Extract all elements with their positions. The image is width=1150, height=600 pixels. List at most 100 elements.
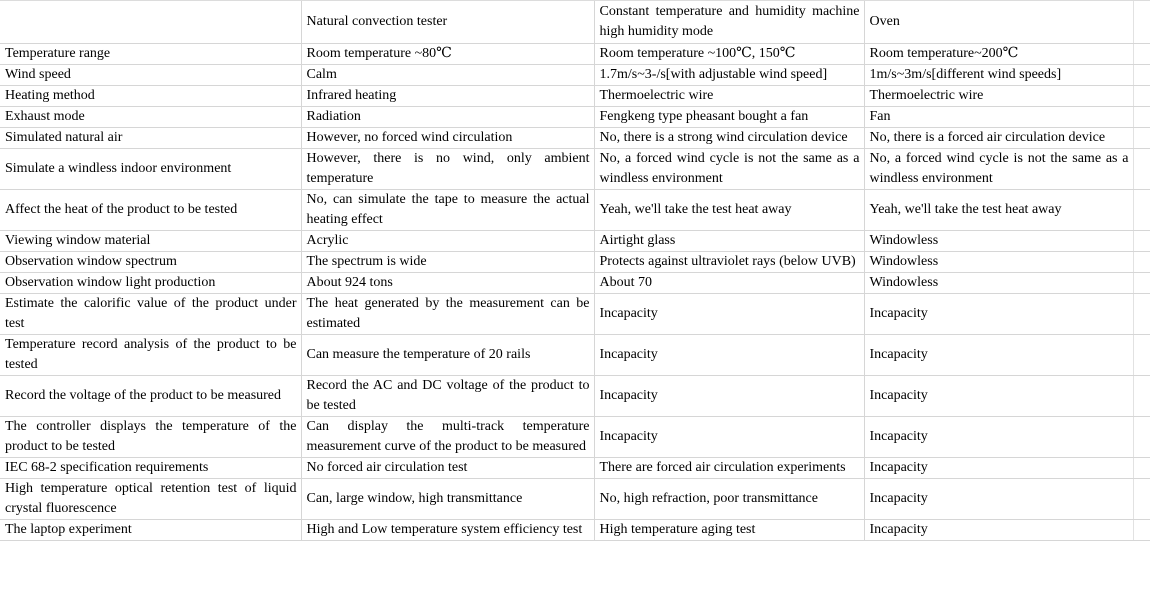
- value-cell: Fan: [863, 106, 1133, 128]
- value-cell: About 924 tons: [300, 272, 594, 294]
- table-row: Viewing window material Acrylic Airtight g…: [0, 230, 1150, 252]
- value-cell: Room temperature ~80℃: [300, 43, 594, 65]
- value-cell: Windowless: [863, 251, 1133, 273]
- value-cell: Incapacity: [863, 293, 1133, 335]
- table-row: Affect the heat of the product to be tes…: [0, 189, 1150, 231]
- value-cell: Incapacity: [863, 519, 1133, 541]
- value-cell: Incapacity: [863, 334, 1133, 376]
- row-label-cell: Observation window light production: [0, 272, 301, 294]
- value-cell: No, there is a forced air circulation de…: [863, 127, 1133, 149]
- row-label-cell: Estimate the calorific value of the prod…: [0, 293, 301, 335]
- value-cell: Incapacity: [593, 334, 864, 376]
- row-label-cell: Temperature record analysis of the produ…: [0, 334, 301, 376]
- grid-filler-cell: [1132, 189, 1150, 231]
- header-cell-natural-convection-tester: Natural convection tester: [300, 0, 594, 44]
- grid-filler-cell: [1132, 0, 1150, 44]
- value-cell: Calm: [300, 64, 594, 86]
- grid-filler-cell: [1132, 251, 1150, 273]
- value-cell: Yeah, we'll take the test heat away: [863, 189, 1133, 231]
- table-row: IEC 68-2 specification requirements No fo…: [0, 457, 1150, 479]
- row-label-cell: High temperature optical retention test …: [0, 478, 301, 520]
- value-cell: Can display the multi-track temperature …: [300, 416, 594, 458]
- grid-filler-cell: [1132, 85, 1150, 107]
- value-cell: No, there is a strong wind circulation d…: [593, 127, 864, 149]
- value-cell: Room temperature ~100℃, 150℃: [593, 43, 864, 65]
- value-cell: Thermoelectric wire: [863, 85, 1133, 107]
- value-cell: Thermoelectric wire: [593, 85, 864, 107]
- table-row: The laptop experiment High and Low temper…: [0, 519, 1150, 541]
- row-label-cell: Affect the heat of the product to be tes…: [0, 189, 301, 231]
- value-cell: Can, large window, high transmittance: [300, 478, 594, 520]
- equipment-comparison-table: Natural convection tester Constant temper…: [0, 0, 1150, 541]
- value-cell: Room temperature~200℃: [863, 43, 1133, 65]
- value-cell: However, there is no wind, only ambient …: [300, 148, 594, 190]
- row-label-cell: Exhaust mode: [0, 106, 301, 128]
- grid-filler-cell: [1132, 334, 1150, 376]
- value-cell: Infrared heating: [300, 85, 594, 107]
- grid-filler-cell: [1132, 127, 1150, 149]
- row-label-cell: Temperature range: [0, 43, 301, 65]
- grid-filler-cell: [1132, 148, 1150, 190]
- row-label-cell: Viewing window material: [0, 230, 301, 252]
- grid-filler-cell: [1132, 272, 1150, 294]
- grid-filler-cell: [1132, 519, 1150, 541]
- value-cell: Incapacity: [593, 416, 864, 458]
- table-row: The controller displays the temperature …: [0, 416, 1150, 458]
- value-cell: Incapacity: [863, 375, 1133, 417]
- grid-filler-cell: [1132, 106, 1150, 128]
- value-cell: No, a forced wind cycle is not the same …: [863, 148, 1133, 190]
- row-label-cell: IEC 68-2 specification requirements: [0, 457, 301, 479]
- value-cell: About 70: [593, 272, 864, 294]
- row-label-cell: Wind speed: [0, 64, 301, 86]
- value-cell: Record the AC and DC voltage of the prod…: [300, 375, 594, 417]
- row-label-cell: Heating method: [0, 85, 301, 107]
- value-cell: Acrylic: [300, 230, 594, 252]
- grid-filler-cell: [1132, 293, 1150, 335]
- table-row: Simulated natural air However, no forced …: [0, 127, 1150, 149]
- grid-filler-cell: [1132, 375, 1150, 417]
- comparison-table-body: Natural convection tester Constant temper…: [0, 0, 1150, 541]
- value-cell: Incapacity: [863, 416, 1133, 458]
- value-cell: No, high refraction, poor transmittance: [593, 478, 864, 520]
- value-cell: Incapacity: [593, 293, 864, 335]
- table-row: Temperature record analysis of the produ…: [0, 334, 1150, 376]
- value-cell: High temperature aging test: [593, 519, 864, 541]
- table-row: Observation window spectrum The spectrum …: [0, 251, 1150, 273]
- value-cell: No, can simulate the tape to measure the…: [300, 189, 594, 231]
- value-cell: Airtight glass: [593, 230, 864, 252]
- table-row: Simulate a windless indoor environment Ho…: [0, 148, 1150, 190]
- value-cell: Incapacity: [593, 375, 864, 417]
- value-cell: Windowless: [863, 230, 1133, 252]
- header-cell-constant-temp-humidity-machine: Constant temperature and humidity machin…: [593, 0, 864, 44]
- value-cell: There are forced air circulation experim…: [593, 457, 864, 479]
- table-row: High temperature optical retention test …: [0, 478, 1150, 520]
- header-cell-oven: Oven: [863, 0, 1133, 44]
- grid-filler-cell: [1132, 478, 1150, 520]
- grid-filler-cell: [1132, 43, 1150, 65]
- grid-filler-cell: [1132, 64, 1150, 86]
- value-cell: High and Low temperature system efficien…: [300, 519, 594, 541]
- table-row: Heating method Infrared heating Thermoelec…: [0, 85, 1150, 107]
- grid-filler-cell: [1132, 457, 1150, 479]
- table-row: Temperature range Room temperature ~80℃ Ro…: [0, 43, 1150, 65]
- value-cell: Incapacity: [863, 478, 1133, 520]
- table-row: Estimate the calorific value of the prod…: [0, 293, 1150, 335]
- value-cell: However, no forced wind circulation: [300, 127, 594, 149]
- table-row: Wind speed Calm 1.7m/s~3-/s[with adjustabl…: [0, 64, 1150, 86]
- header-corner-cell: [0, 0, 301, 44]
- value-cell: 1m/s~3m/s[different wind speeds]: [863, 64, 1133, 86]
- row-label-cell: Simulated natural air: [0, 127, 301, 149]
- row-label-cell: Record the voltage of the product to be …: [0, 375, 301, 417]
- value-cell: Yeah, we'll take the test heat away: [593, 189, 864, 231]
- value-cell: The heat generated by the measurement ca…: [300, 293, 594, 335]
- row-label-cell: Observation window spectrum: [0, 251, 301, 273]
- grid-filler-cell: [1132, 230, 1150, 252]
- value-cell: The spectrum is wide: [300, 251, 594, 273]
- grid-filler-cell: [1132, 416, 1150, 458]
- value-cell: Protects against ultraviolet rays (below…: [593, 251, 864, 273]
- value-cell: No, a forced wind cycle is not the same …: [593, 148, 864, 190]
- value-cell: Fengkeng type pheasant bought a fan: [593, 106, 864, 128]
- table-row: Exhaust mode Radiation Fengkeng type pheas…: [0, 106, 1150, 128]
- row-label-cell: Simulate a windless indoor environment: [0, 148, 301, 190]
